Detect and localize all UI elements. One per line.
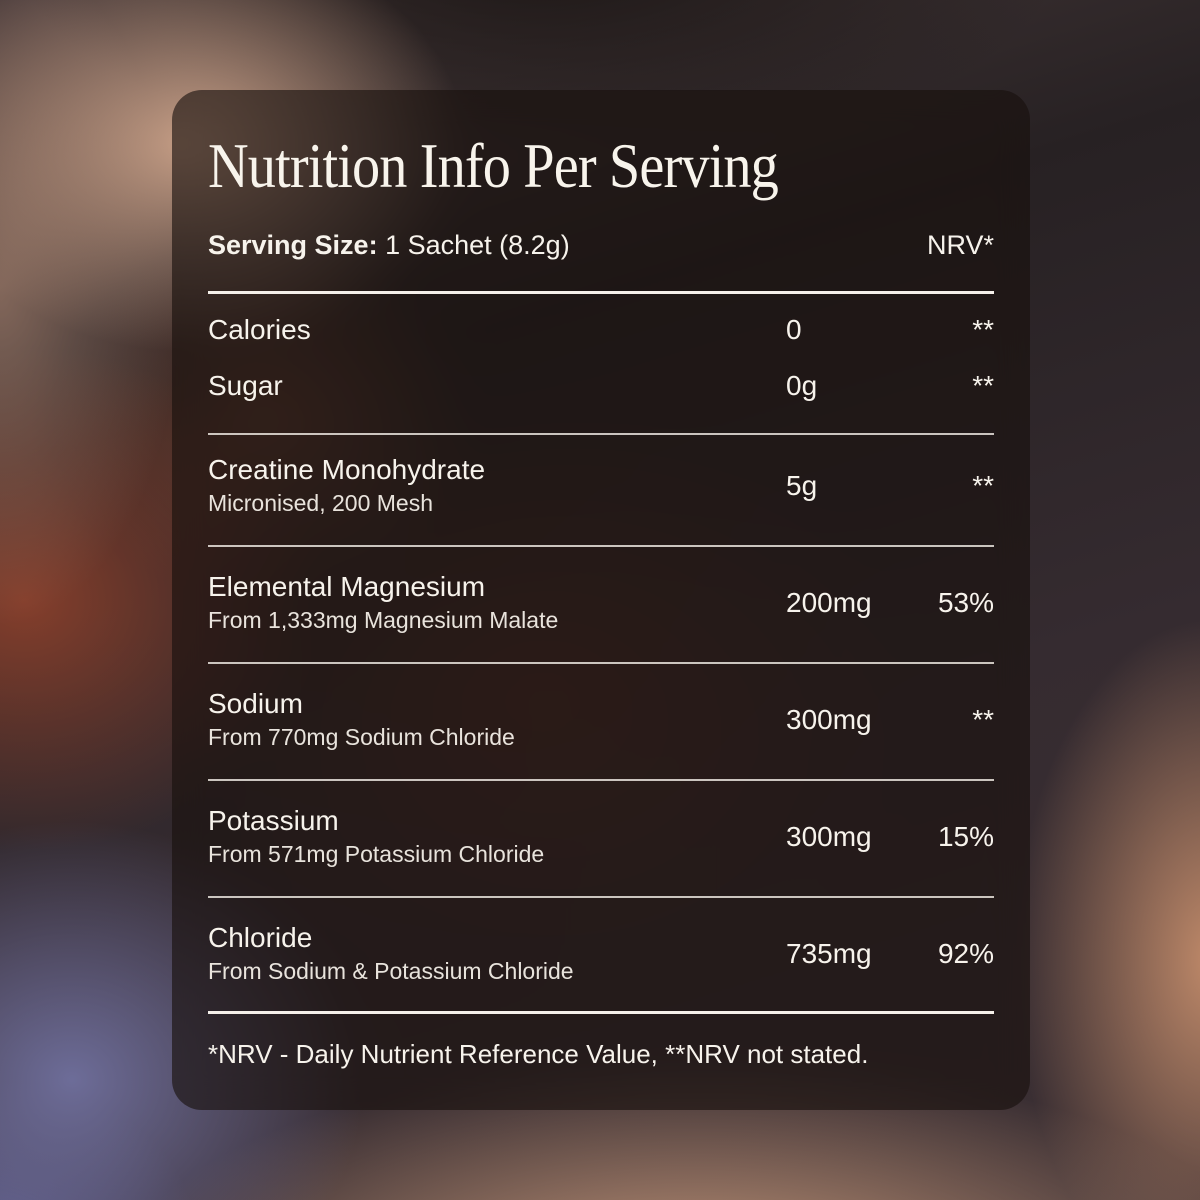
nutrient-row-calories: Calories 0 ** [208,314,994,346]
nutrient-detail: From 1,333mg Magnesium Malate [208,607,559,633]
nutrient-nrv: 53% [937,586,994,618]
nutrient-value: 0g [786,370,818,401]
nutrient-detail: Micronised, 200 Mesh [208,490,433,516]
nutrient-value: 5g [786,469,818,501]
nutrient-name: Elemental Magnesium [208,571,486,602]
nutrient-row-potassium: Potassium From 571mg Potassium Chloride … [208,805,994,868]
divider [208,896,994,898]
nutrient-nrv: 15% [937,820,994,852]
nutrient-detail: From 571mg Potassium Chloride [208,841,545,867]
divider-header [208,291,994,294]
nutrient-name: Potassium [208,805,339,836]
nutrient-nrv: ** [972,314,994,345]
nutrient-value: 0 [786,314,802,345]
nutrient-detail: From Sodium & Potassium Chloride [208,958,574,984]
nutrient-nrv: ** [972,469,994,501]
nutrient-name: Sugar [208,370,283,401]
divider [208,779,994,781]
nutrient-name: Sodium [208,688,303,719]
panel-title: Nutrition Info Per Serving [208,130,779,201]
nutrient-row-chloride: Chloride From Sodium & Potassium Chlorid… [208,922,994,985]
serving-size-text: Serving Size: 1 Sachet (8.2g) [208,228,570,262]
nutrient-name-block: Elemental Magnesium From 1,333mg Magnesi… [208,571,786,634]
nutrient-value: 300mg [786,703,872,735]
nutrient-name: Calories [208,314,311,345]
nutrient-nrv: ** [972,370,994,401]
nutrient-detail: From 770mg Sodium Chloride [208,724,515,750]
nutrient-name-block: Potassium From 571mg Potassium Chloride [208,805,786,868]
nutrient-name: Creatine Monohydrate [208,454,486,485]
nutrient-name-block: Creatine Monohydrate Micronised, 200 Mes… [208,454,786,517]
serving-size-value: 1 Sachet (8.2g) [385,230,570,260]
nutrient-row-sodium: Sodium From 770mg Sodium Chloride 300mg … [208,688,994,751]
nutrient-value: 200mg [786,586,872,618]
nutrient-row-magnesium: Elemental Magnesium From 1,333mg Magnesi… [208,571,994,634]
serving-size-label: Serving Size: [208,230,378,260]
divider-footer [208,1011,994,1014]
serving-size-row: Serving Size: 1 Sachet (8.2g) NRV* [208,228,994,262]
nrv-column-header: NRV* [926,230,994,260]
nutrient-row-sugar: Sugar 0g ** [208,370,994,402]
nutrient-name: Chloride [208,922,313,953]
divider [208,662,994,664]
nutrient-value: 300mg [786,820,872,852]
nrv-footnote: *NRV - Daily Nutrient Reference Value, *… [208,1039,869,1069]
nutrient-row-creatine: Creatine Monohydrate Micronised, 200 Mes… [208,454,994,517]
divider [208,545,994,547]
nutrient-nrv: 92% [937,937,994,969]
nutrient-nrv: ** [972,703,994,735]
nutrient-name-block: Chloride From Sodium & Potassium Chlorid… [208,922,786,985]
nutrition-panel: Nutrition Info Per Serving Serving Size:… [172,90,1030,1110]
divider [208,433,994,435]
nutrient-value: 735mg [786,937,872,969]
nutrient-name-block: Sodium From 770mg Sodium Chloride [208,688,786,751]
